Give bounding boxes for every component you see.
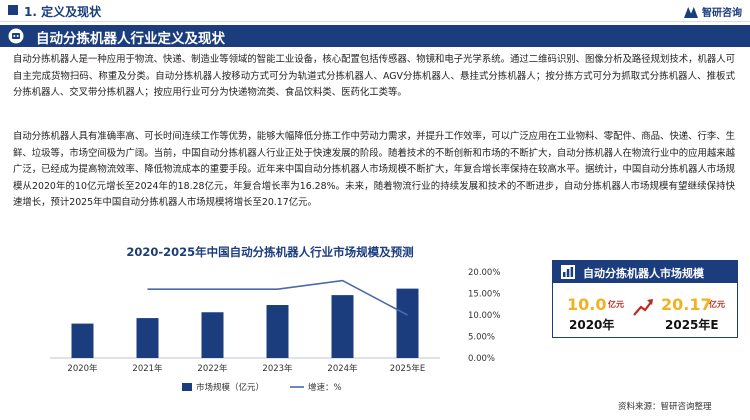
- panel-title: 自动分拣机器人市场规模: [583, 267, 704, 280]
- x-tick-label: 2020年: [67, 363, 98, 374]
- start-unit: 亿元: [608, 300, 624, 309]
- source-note: 资料来源：智研咨询整理: [618, 402, 712, 412]
- growth-arrow-icon: [633, 299, 653, 316]
- end-value: 20.17: [661, 295, 712, 314]
- x-tick-label: 2022年: [197, 363, 228, 374]
- growth-line: [147, 279, 408, 316]
- logo-text: 智研咨询: [702, 8, 742, 19]
- end-unit: 亿元: [709, 300, 725, 309]
- paragraph-status: 自动分拣机器人具有准确率高、可长时间连续工作等优势，能够大幅降低分拣工作中劳动力…: [13, 131, 735, 208]
- logo-icon: [684, 7, 698, 18]
- bar-3: [266, 305, 289, 358]
- y2-tick-label: 10.00%: [468, 311, 500, 321]
- section-title: 1. 定义及现状: [24, 5, 102, 19]
- legend-bar-label: 市场规模（亿元）: [196, 382, 264, 393]
- page-title: 自动分拣机器人行业定义及现状: [36, 31, 225, 47]
- panel-header: 自动分拣机器人市场规模: [553, 261, 737, 283]
- start-year: 2020年: [569, 318, 615, 332]
- bar-1: [136, 318, 159, 358]
- y2-tick-label: 5.00%: [468, 333, 495, 343]
- robot-icon: [8, 28, 24, 44]
- x-tick-label: 2025年E: [390, 363, 426, 374]
- end-year: 2025年E: [665, 318, 719, 332]
- chart-title: 2020-2025年中国自动分拣机器人行业市场规模及预测: [126, 245, 414, 259]
- brand-logo: 智研咨询: [684, 4, 742, 19]
- bar-chart-icon: [561, 265, 575, 279]
- bar-4: [331, 295, 354, 358]
- y2-tick-label: 20.00%: [468, 268, 500, 278]
- legend-bar-swatch: [182, 383, 192, 391]
- x-tick-label: 2024年: [327, 363, 358, 374]
- title-banner: 自动分拣机器人行业定义及现状: [0, 25, 750, 47]
- market-size-chart: 2020年 2021年 2022年 2023年 2024年 2025年E 0.00% 5.00…: [50, 268, 500, 393]
- market-size-panel: 自动分拣机器人市场规模 10.0 亿元 20.17 亿元 2020年 2025年…: [552, 260, 738, 338]
- bar-5: [396, 288, 419, 358]
- bar-2: [201, 312, 224, 358]
- section-marker: [8, 5, 18, 15]
- start-value: 10.0: [567, 295, 607, 314]
- x-tick-label: 2023年: [262, 363, 293, 374]
- legend-line-label: 增速：%: [308, 382, 342, 393]
- y2-tick-label: 0.00%: [468, 354, 495, 364]
- bar-0: [71, 323, 94, 358]
- paragraph-definition: 自动分拣机器人是一种应用于物流、快递、制造业等领域的智能工业设备，核心配置包括传…: [13, 54, 735, 98]
- x-tick-label: 2021年: [132, 363, 163, 374]
- top-header: 1. 定义及现状 智研咨询: [0, 0, 750, 22]
- y2-tick-label: 15.00%: [468, 290, 500, 300]
